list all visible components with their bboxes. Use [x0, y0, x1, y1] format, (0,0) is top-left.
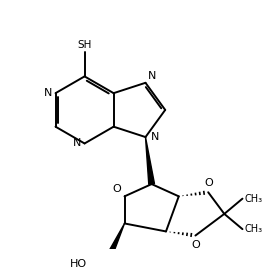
Text: O: O [205, 178, 213, 188]
Text: N: N [148, 71, 156, 81]
Text: O: O [113, 184, 121, 194]
Text: HO: HO [70, 259, 87, 269]
Text: N: N [73, 138, 81, 148]
Polygon shape [146, 137, 155, 185]
Text: CH₃: CH₃ [244, 194, 263, 204]
Text: O: O [192, 240, 201, 249]
Text: N: N [150, 132, 159, 142]
Text: SH: SH [77, 40, 92, 50]
Text: CH₃: CH₃ [244, 224, 263, 234]
Polygon shape [108, 223, 124, 255]
Text: N: N [44, 88, 52, 98]
